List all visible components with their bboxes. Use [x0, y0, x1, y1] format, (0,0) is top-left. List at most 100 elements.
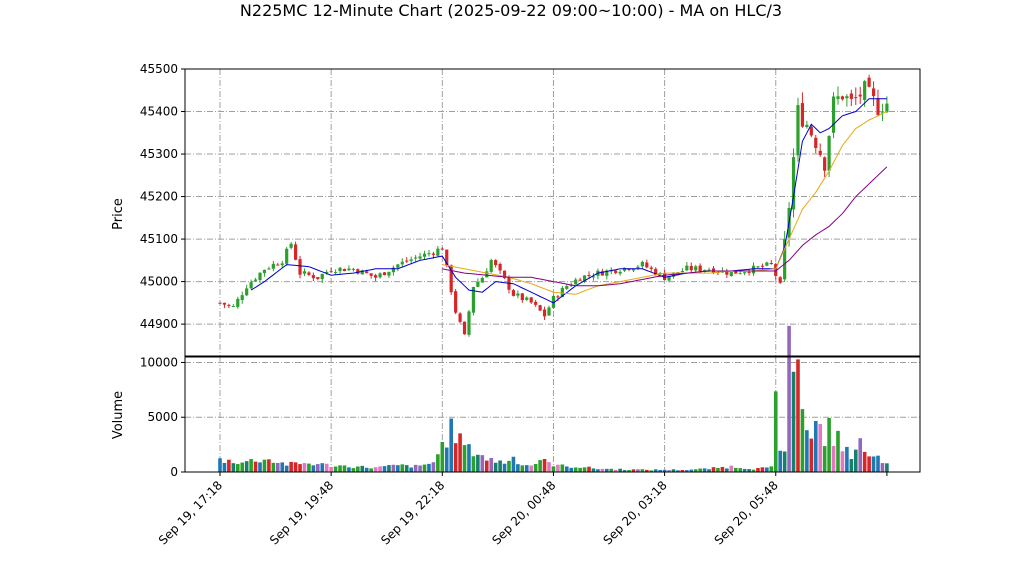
candle-body	[805, 124, 809, 128]
volume-bar	[356, 466, 360, 472]
candle-body	[320, 273, 324, 280]
volume-bar	[742, 468, 747, 472]
volume-bar	[689, 469, 694, 472]
volume-bar	[578, 467, 582, 472]
x-tick-label: Sep 19, 19:48	[267, 478, 336, 547]
volume-bar	[720, 466, 725, 472]
volume-bar	[427, 463, 431, 472]
volume-tick-label: 5000	[147, 410, 178, 424]
candle-body	[560, 287, 564, 298]
price-tick-label: 45500	[140, 62, 178, 76]
candle-body	[867, 77, 871, 87]
volume-bar	[827, 417, 831, 472]
candle-body	[329, 271, 333, 273]
candle-body	[525, 297, 529, 300]
candle-body	[556, 296, 560, 298]
candle-body	[316, 277, 320, 279]
candle-body	[289, 243, 293, 248]
candle-body	[636, 266, 640, 269]
price-tick-label: 44900	[140, 317, 178, 331]
candle-body	[565, 286, 569, 289]
candle-body	[271, 263, 275, 269]
candle-body	[431, 253, 436, 255]
volume-bar	[613, 469, 618, 472]
volume-bar	[791, 371, 796, 472]
volume-bar	[560, 464, 565, 472]
candle-body	[494, 260, 498, 266]
candle-body	[347, 268, 351, 271]
volume-bar	[631, 469, 636, 472]
candle-body	[605, 270, 609, 276]
candle-body	[302, 271, 307, 274]
volume-bar	[396, 465, 400, 472]
volume-bar	[871, 456, 876, 472]
candle-body	[396, 264, 400, 268]
volume-bar	[840, 451, 845, 472]
volume-bar	[413, 464, 418, 472]
volume-bar	[716, 467, 720, 472]
candle-body	[663, 273, 667, 281]
volume-bar	[404, 465, 409, 472]
volume-bar	[511, 456, 516, 472]
volume-bar	[880, 463, 885, 472]
volume-bar	[387, 465, 391, 472]
volume-bar	[765, 467, 769, 472]
volume-bar	[324, 463, 329, 472]
volume-bar	[458, 433, 462, 472]
volume-bar	[524, 465, 529, 472]
candle-body	[885, 103, 889, 113]
volume-bar	[698, 468, 702, 472]
volume-bar	[711, 467, 716, 472]
price-tick-label: 45200	[140, 190, 178, 204]
volume-bar	[836, 430, 840, 472]
volume-bar	[685, 470, 689, 472]
volume-bar	[640, 469, 645, 472]
candle-body	[836, 96, 840, 100]
candle-body	[765, 262, 769, 266]
candle-body	[382, 272, 387, 276]
volume-bar	[596, 469, 600, 472]
candle-body	[880, 112, 885, 114]
volume-bar	[373, 467, 378, 472]
candle-body	[769, 262, 773, 264]
volume-bar	[307, 463, 311, 472]
candle-body	[743, 272, 747, 274]
candle-body	[849, 93, 853, 99]
volume-bar	[476, 454, 480, 472]
volume-bar	[453, 443, 458, 472]
candle-body	[689, 265, 693, 271]
chart-title: N225MC 12-Minute Chart (2025-09-22 09:00…	[239, 1, 783, 20]
volume-bar	[693, 469, 698, 472]
volume-bar	[231, 463, 236, 472]
volume-bar	[796, 359, 800, 472]
volume-bar	[329, 467, 333, 472]
volume-bar	[653, 469, 658, 472]
volume-bar	[258, 462, 262, 472]
candle-body	[418, 256, 422, 259]
candle-body	[298, 259, 302, 275]
volume-bar	[516, 464, 520, 472]
volume-bar	[338, 465, 342, 472]
volume-bar	[805, 430, 809, 472]
candle-body	[863, 81, 867, 101]
candle-body	[240, 295, 244, 300]
volume-bar	[885, 463, 889, 472]
candle-body	[356, 269, 360, 274]
volume-bar	[422, 464, 427, 472]
candle-body	[698, 265, 702, 272]
volume-panel-frame	[184, 356, 921, 473]
volume-bar	[347, 467, 351, 472]
candle-body	[325, 271, 329, 273]
volume-bar	[298, 464, 302, 472]
candle-body	[454, 291, 458, 313]
candle-body	[307, 272, 311, 275]
candle-body	[520, 293, 524, 301]
candle-body	[351, 268, 355, 270]
candle-body	[654, 268, 658, 275]
volume-bar	[747, 469, 751, 472]
candle-body	[440, 248, 444, 250]
volume-bar	[364, 467, 369, 472]
volume-bar	[538, 460, 542, 472]
x-tick-label: Sep 20, 03:18	[600, 478, 669, 547]
